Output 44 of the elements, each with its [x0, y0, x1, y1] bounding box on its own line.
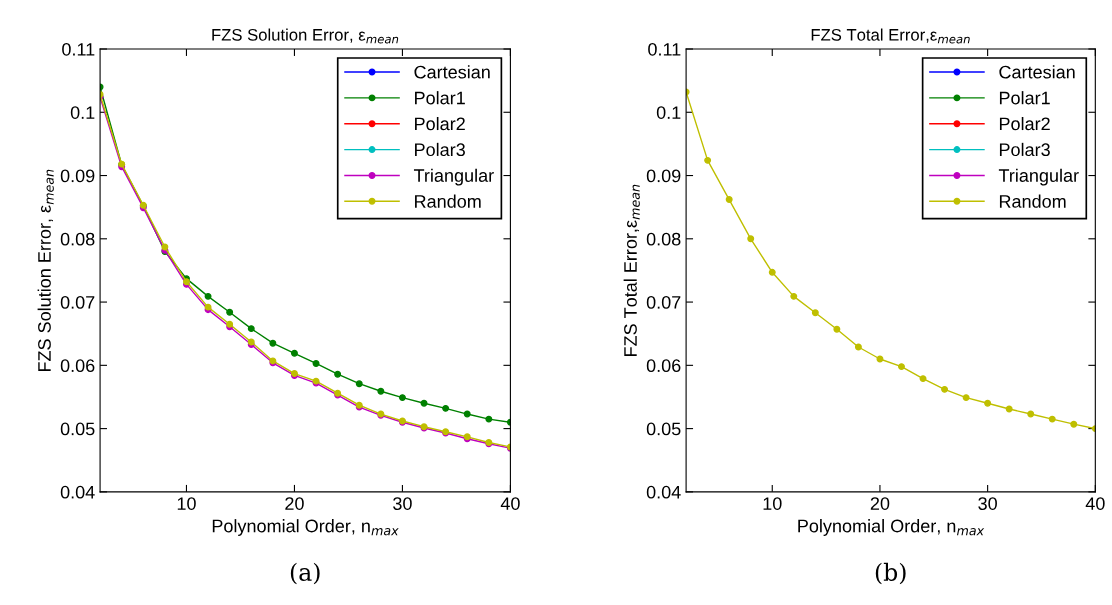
legend-label: Polar2 [999, 116, 1050, 131]
y-tick-label: 0.08 [646, 232, 681, 246]
y-tick-label: 0.05 [60, 422, 95, 436]
chart-title: FZS Total Error,ε$_{mean}$ [811, 28, 970, 44]
x-tick-label: 40 [1085, 497, 1105, 510]
x-tick-label: 20 [870, 497, 890, 510]
y-tick-label: 0.06 [646, 359, 681, 373]
x-tick-label: 20 [285, 497, 304, 510]
y-tick-label: 0.07 [646, 296, 681, 309]
legend-label: Polar3 [415, 142, 465, 157]
legend-label: Random [415, 194, 481, 208]
legend-label: Triangular [413, 168, 494, 186]
legend-label: Polar2 [415, 116, 465, 131]
x-tick-label: 40 [500, 497, 520, 510]
y-tick-label: 0.04 [646, 485, 681, 499]
y-tick-label: 0.06 [60, 359, 95, 373]
y-tick-label: 0.09 [646, 169, 681, 183]
y-axis-title: FZS Solution Error, ε$_{mean}$ [37, 169, 54, 372]
chart-title: FZS Solution Error, ε$_{mean}$ [212, 28, 399, 44]
y-tick-label: 0.11 [648, 42, 681, 56]
x-tick-label: 10 [763, 497, 782, 510]
legend-label: Triangular [998, 168, 1079, 186]
y-tick-label: 0.07 [60, 296, 95, 309]
legend-label: Polar1 [415, 91, 465, 105]
x-tick-label: 30 [393, 497, 412, 510]
legend-label: Random [999, 194, 1066, 208]
x-axis-title: Polynomial Order, n$_{max}$ [212, 519, 399, 536]
y-tick-label: 0.09 [60, 169, 95, 183]
text: (a) [290, 562, 320, 585]
legend-label: Cartesian [414, 65, 490, 79]
x-axis-title: Polynomial Order, n$_{max}$ [798, 519, 985, 536]
legend-label: Cartesian [999, 65, 1075, 79]
y-tick-label: 0.1 [656, 106, 681, 119]
y-tick-label: 0.11 [62, 42, 95, 56]
y-tick-label: 0.08 [60, 232, 95, 246]
y-tick-label: 0.05 [646, 422, 681, 436]
y-tick-label: 0.1 [70, 106, 95, 119]
y-axis-title: FZS Total Error,ε$_{mean}$ [623, 184, 640, 356]
text: (b) [875, 562, 906, 585]
legend-label: Polar3 [999, 142, 1050, 157]
x-tick-label: 30 [978, 497, 997, 510]
y-tick-label: 0.04 [60, 485, 95, 499]
legend-label: Polar1 [999, 91, 1050, 105]
x-tick-label: 10 [177, 497, 196, 510]
